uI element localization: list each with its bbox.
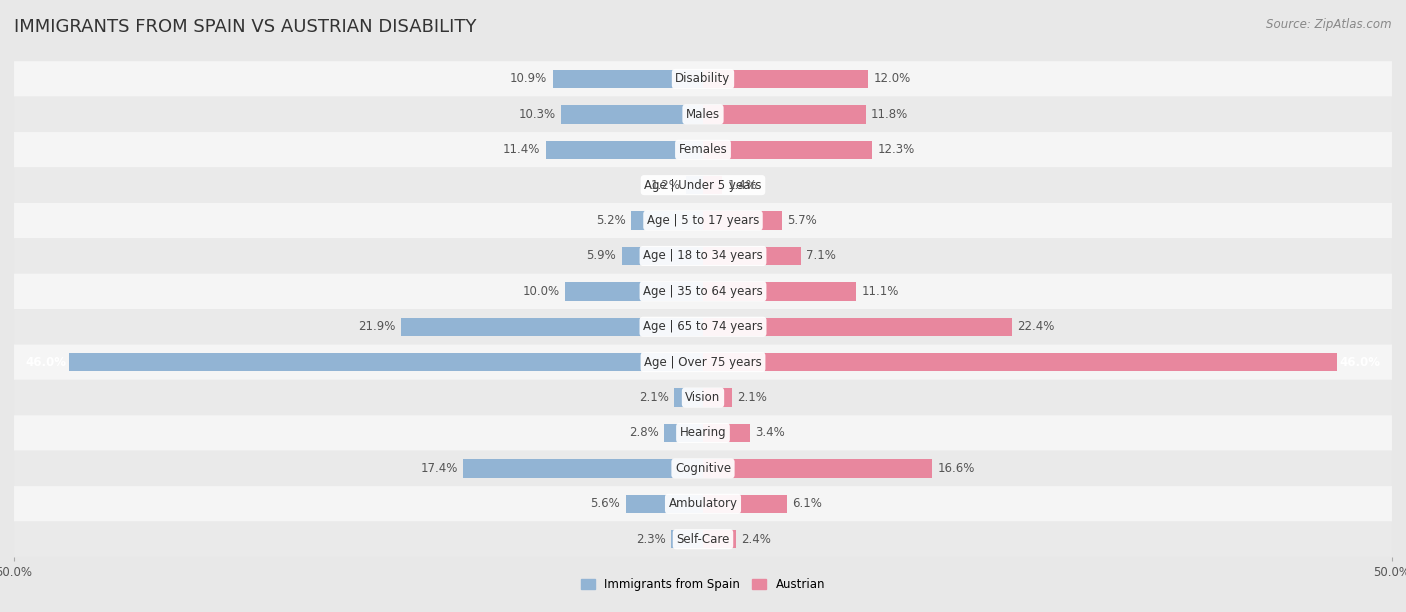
Bar [703,247,801,265]
Text: Source: ZipAtlas.com: Source: ZipAtlas.com [1267,18,1392,31]
Text: 16.6%: 16.6% [938,462,974,475]
Bar [671,530,703,548]
Text: 10.3%: 10.3% [519,108,555,121]
Text: 11.8%: 11.8% [872,108,908,121]
FancyBboxPatch shape [14,61,1392,97]
Text: 10.0%: 10.0% [523,285,560,298]
Text: 22.4%: 22.4% [1017,320,1054,334]
FancyBboxPatch shape [14,97,1392,132]
Text: 17.4%: 17.4% [420,462,458,475]
Text: 46.0%: 46.0% [1340,356,1381,368]
FancyBboxPatch shape [14,345,1392,380]
Bar [621,247,703,265]
Bar [703,530,737,548]
Bar [546,141,703,159]
FancyBboxPatch shape [14,309,1392,345]
Text: Males: Males [686,108,720,121]
Text: Age | 65 to 74 years: Age | 65 to 74 years [643,320,763,334]
FancyBboxPatch shape [14,416,1392,450]
Text: Ambulatory: Ambulatory [668,498,738,510]
Bar [703,70,869,88]
Text: 3.4%: 3.4% [755,427,785,439]
Text: Age | Over 75 years: Age | Over 75 years [644,356,762,368]
Text: 7.1%: 7.1% [807,250,837,263]
Text: 2.3%: 2.3% [636,532,666,546]
Text: 10.9%: 10.9% [510,72,547,86]
Text: 2.4%: 2.4% [741,532,772,546]
Bar [703,389,733,407]
Text: 5.7%: 5.7% [787,214,817,227]
Bar [703,105,866,124]
Text: 5.2%: 5.2% [596,214,626,227]
Text: IMMIGRANTS FROM SPAIN VS AUSTRIAN DISABILITY: IMMIGRANTS FROM SPAIN VS AUSTRIAN DISABI… [14,18,477,36]
Text: 11.4%: 11.4% [503,143,540,156]
Text: 21.9%: 21.9% [359,320,395,334]
Bar [69,353,703,371]
Bar [703,424,749,442]
Bar [703,459,932,477]
Text: 1.4%: 1.4% [728,179,758,192]
Bar [703,494,787,513]
Text: Age | Under 5 years: Age | Under 5 years [644,179,762,192]
Text: 2.8%: 2.8% [628,427,659,439]
Bar [703,176,723,195]
Bar [703,318,1012,336]
Text: Hearing: Hearing [679,427,727,439]
Text: 1.2%: 1.2% [651,179,681,192]
Text: 46.0%: 46.0% [25,356,66,368]
Text: 12.3%: 12.3% [877,143,915,156]
FancyBboxPatch shape [14,521,1392,557]
Bar [401,318,703,336]
Text: Age | 18 to 34 years: Age | 18 to 34 years [643,250,763,263]
FancyBboxPatch shape [14,238,1392,274]
Text: Females: Females [679,143,727,156]
FancyBboxPatch shape [14,168,1392,203]
Text: Disability: Disability [675,72,731,86]
Bar [703,282,856,300]
Text: 2.1%: 2.1% [738,391,768,404]
Text: 2.1%: 2.1% [638,391,669,404]
Bar [703,211,782,230]
Legend: Immigrants from Spain, Austrian: Immigrants from Spain, Austrian [576,573,830,595]
Bar [553,70,703,88]
Bar [565,282,703,300]
Text: Self-Care: Self-Care [676,532,730,546]
FancyBboxPatch shape [14,450,1392,486]
Text: 11.1%: 11.1% [862,285,898,298]
Bar [626,494,703,513]
Bar [665,424,703,442]
Text: 6.1%: 6.1% [793,498,823,510]
Text: 12.0%: 12.0% [875,72,911,86]
Bar [673,389,703,407]
Text: 5.6%: 5.6% [591,498,620,510]
Text: Vision: Vision [685,391,721,404]
Text: 5.9%: 5.9% [586,250,616,263]
Bar [463,459,703,477]
Bar [686,176,703,195]
FancyBboxPatch shape [14,132,1392,168]
FancyBboxPatch shape [14,380,1392,416]
Text: Cognitive: Cognitive [675,462,731,475]
FancyBboxPatch shape [14,486,1392,521]
Bar [631,211,703,230]
FancyBboxPatch shape [14,274,1392,309]
FancyBboxPatch shape [14,203,1392,238]
Bar [703,353,1337,371]
Bar [703,141,873,159]
Bar [561,105,703,124]
Text: Age | 5 to 17 years: Age | 5 to 17 years [647,214,759,227]
Text: Age | 35 to 64 years: Age | 35 to 64 years [643,285,763,298]
